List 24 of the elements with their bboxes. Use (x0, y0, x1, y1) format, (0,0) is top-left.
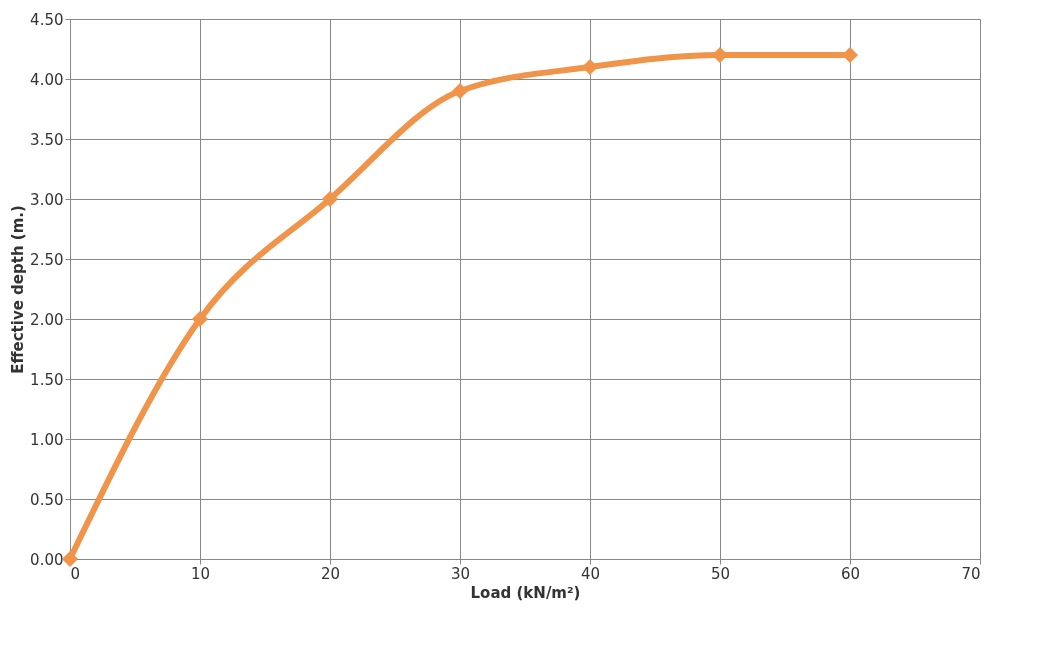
y-tick-label: 0.50 (30, 490, 64, 509)
x-tick-label: 10 (190, 564, 211, 583)
point (451, 82, 469, 100)
y-tick-label: 4.50 (30, 10, 64, 29)
x-tick-label: 40 (580, 564, 601, 583)
y-tick-label: 0.00 (30, 550, 64, 569)
point (61, 550, 79, 568)
y-tick-label: 1.50 (30, 370, 64, 389)
y-tick-label: 2.50 (30, 250, 64, 269)
y-axis-title: Effective depth (m.) (9, 205, 28, 374)
x-tick-label: 60 (840, 564, 861, 583)
point (321, 190, 339, 208)
x-tick-label: 20 (320, 564, 341, 583)
x-tick-label: 30 (450, 564, 471, 583)
x-axis-title: Load (kN/m²) (470, 583, 581, 602)
y-tick-label: 3.50 (30, 130, 64, 149)
point (191, 310, 209, 328)
y-tick-label: 3.00 (30, 190, 64, 209)
y-tick-label: 4.00 (30, 70, 64, 89)
y-tick-label: 1.00 (30, 430, 64, 449)
x-tick-label: 0 (70, 564, 81, 583)
y-tick-label: 2.00 (30, 310, 64, 329)
x-tick-label: 70 (961, 564, 981, 583)
x-tick-label: 50 (710, 564, 731, 583)
